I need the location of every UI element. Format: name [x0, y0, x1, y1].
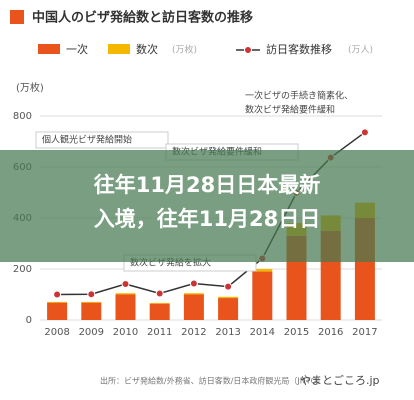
x-tick-label: 2016: [318, 327, 343, 338]
line-point: [189, 279, 198, 288]
line-point: [155, 289, 164, 298]
overlay-banner: [0, 150, 414, 262]
bar: [183, 293, 204, 295]
bar: [115, 294, 136, 320]
x-tick-label: 2012: [181, 327, 206, 338]
x-tick-label: 2009: [79, 327, 104, 338]
legend-unit: (万枚): [172, 44, 197, 56]
annotation: 個人観光ビザ発給開始: [42, 134, 132, 146]
annotation-box: [35, 131, 169, 149]
annotation: 一次ビザの手続き簡素化、: [245, 90, 353, 102]
bar: [47, 301, 68, 303]
x-tick-label: 2015: [284, 327, 309, 338]
bar: [149, 303, 170, 320]
bar: [183, 294, 204, 320]
line-point: [53, 290, 62, 299]
line-point: [360, 128, 369, 137]
legend-swatch: [38, 44, 60, 54]
line-point: [121, 280, 130, 289]
title-icon: [10, 10, 24, 24]
bar: [252, 269, 273, 272]
line-point: [87, 290, 96, 299]
x-tick-label: 2014: [250, 327, 275, 338]
x-tick-label: 2010: [113, 327, 138, 338]
source: 出所：ビザ発給数/外務省、訪日客数/日本政府観光局（JNTO）: [100, 376, 325, 386]
x-tick-label: 2011: [147, 327, 172, 338]
x-tick-label: 2017: [352, 327, 377, 338]
overlay-title: 入境，往年11月28日日: [94, 207, 320, 231]
legend-label: 訪日客数推移: [266, 42, 332, 56]
y-tick-label: 0: [26, 315, 32, 326]
y-axis-label: (万枚): [16, 81, 44, 94]
annotation: 数次ビザ発給要件緩和: [245, 104, 335, 116]
bar: [115, 293, 136, 295]
bar: [81, 301, 102, 303]
bar: [252, 271, 273, 320]
line-point: [224, 282, 233, 291]
y-tick-label: 200: [13, 264, 32, 275]
legend-swatch: [108, 44, 130, 54]
bar: [218, 298, 239, 320]
logo: やまとごころ.jp: [300, 373, 380, 387]
overlay-title: 往年11月28日日本最新: [94, 173, 320, 197]
y-tick-label: 800: [13, 111, 32, 122]
x-tick-label: 2008: [44, 327, 69, 338]
bar: [81, 302, 102, 320]
legend-unit: (万人): [348, 45, 373, 56]
bar: [47, 302, 68, 320]
bar: [149, 302, 170, 304]
x-tick-label: 2013: [215, 327, 240, 338]
legend-dot: [244, 46, 252, 54]
bar: [218, 296, 239, 299]
legend-label: 数次: [136, 42, 158, 56]
chart-title: 中国人のビザ発給数と訪日客数の推移: [32, 10, 253, 26]
legend-label: 一次: [66, 42, 88, 56]
